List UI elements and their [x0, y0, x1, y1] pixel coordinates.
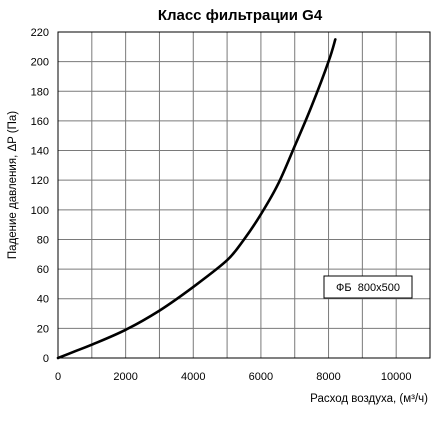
y-tick-label: 80: [37, 234, 49, 246]
y-tick-label: 120: [31, 175, 49, 187]
y-tick-label: 160: [31, 116, 49, 128]
x-tick-label: 6000: [249, 371, 273, 383]
y-tick-label: 220: [31, 27, 49, 39]
y-tick-label: 60: [37, 264, 49, 276]
series-layer: [56, 38, 337, 360]
y-axis-ticks: 0 20 40 60 80 100 120 140 160 180 200 220: [31, 27, 49, 365]
legend-label: ФБ 800х500: [336, 282, 400, 294]
grid-lines: [58, 32, 430, 358]
x-tick-label: 0: [55, 371, 61, 383]
x-tick-label: 8000: [316, 371, 340, 383]
chart-title: Класс фильтрации G4: [158, 7, 323, 24]
x-tick-label: 2000: [113, 371, 137, 383]
x-tick-label: 4000: [181, 371, 205, 383]
y-tick-label: 40: [37, 294, 49, 306]
y-tick-label: 100: [31, 205, 49, 217]
legend: ФБ 800х500: [323, 275, 413, 299]
plot-frame: [57, 31, 431, 359]
y-tick-label: 200: [31, 57, 49, 69]
legend-box: [323, 275, 413, 299]
y-tick-label: 0: [43, 353, 49, 365]
x-axis-ticks: 0 2000 4000 6000 8000 10000: [55, 371, 412, 383]
x-tick-label: 10000: [381, 371, 412, 383]
y-tick-label: 20: [37, 323, 49, 335]
y-tick-label: 180: [31, 86, 49, 98]
y-tick-label: 140: [31, 146, 49, 158]
series-line: [56, 38, 337, 360]
y-axis-label: Падение давления, ΔP (Па): [7, 111, 19, 259]
x-axis-label: Расход воздуха, (м³/ч): [310, 393, 428, 405]
